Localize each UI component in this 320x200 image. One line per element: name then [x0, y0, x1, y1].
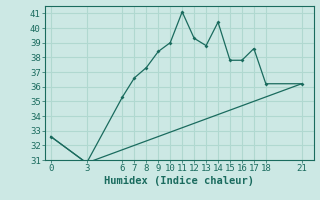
X-axis label: Humidex (Indice chaleur): Humidex (Indice chaleur)	[104, 176, 254, 186]
